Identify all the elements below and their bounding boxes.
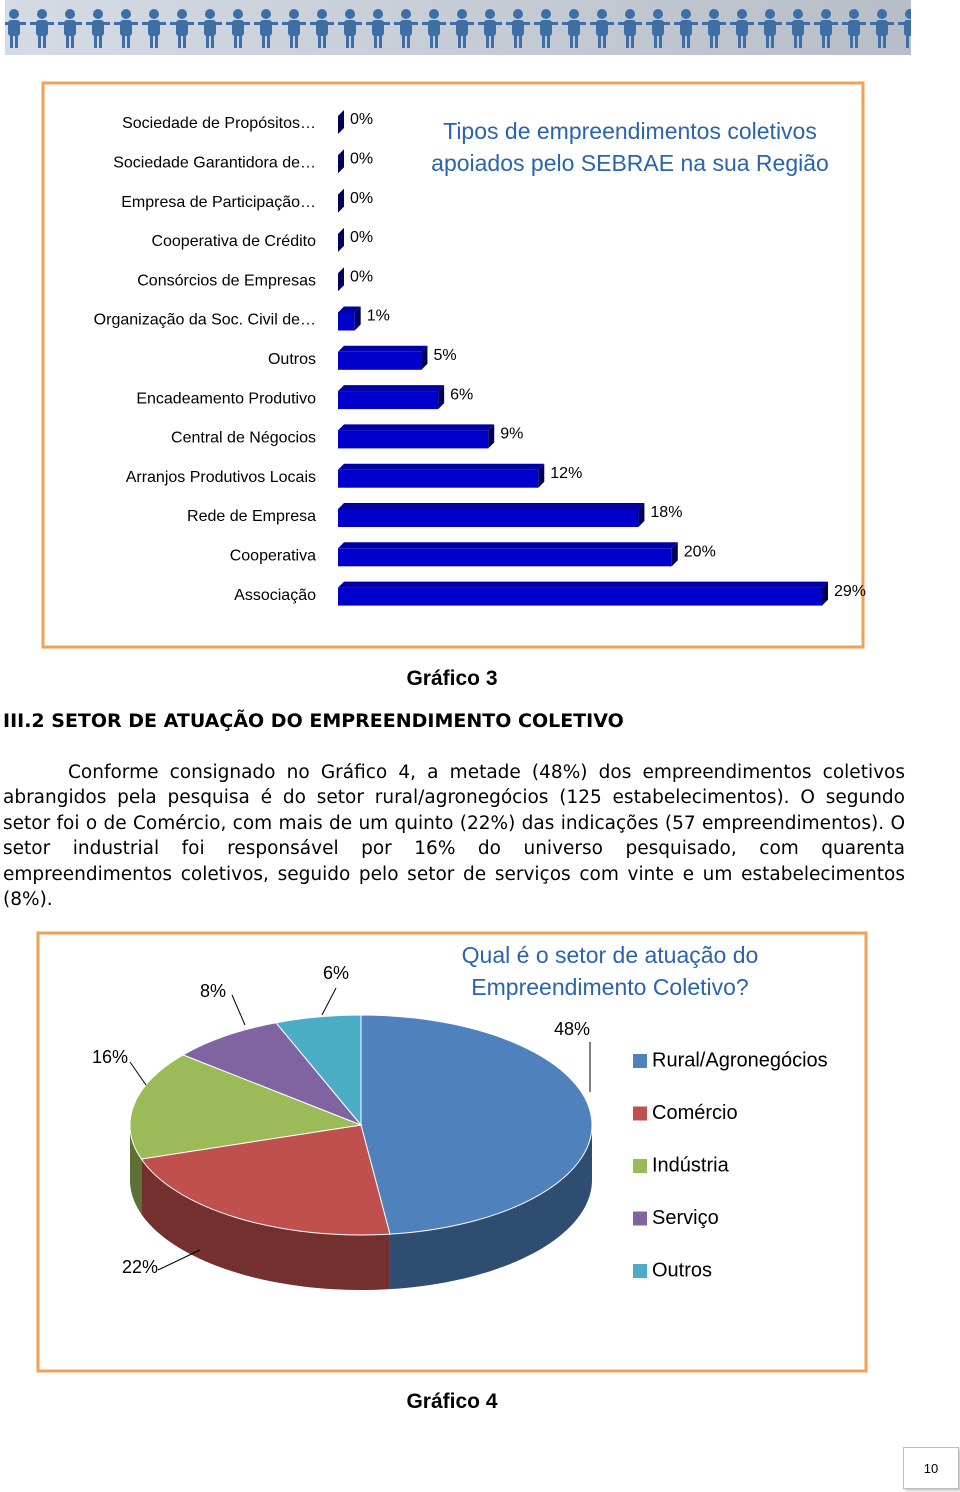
legend-swatch: [633, 1264, 647, 1278]
category-label: Empresa de Participação…: [121, 194, 316, 211]
pie-slice: [129, 1054, 363, 1160]
legend-label: Outros: [652, 1259, 712, 1281]
value-label: 48%: [554, 1019, 590, 1039]
category-label: Consórcios de Empresas: [137, 272, 316, 289]
value-label: 0%: [350, 268, 373, 285]
pie-side: [130, 1125, 142, 1214]
bar: [338, 469, 539, 488]
leader-line: [157, 1249, 201, 1271]
bar: [338, 548, 672, 567]
category-label: Organização da Soc. Civil de…: [94, 312, 316, 329]
bar-side: [671, 542, 678, 567]
bar-side: [421, 345, 428, 370]
bar-side: [488, 424, 495, 449]
figure-caption: Gráfico 3: [406, 667, 498, 690]
figure-caption: Gráfico 4: [406, 1390, 498, 1413]
legend-label: Comércio: [652, 1102, 738, 1124]
value-label: 6%: [323, 963, 349, 983]
bar-side: [338, 110, 344, 134]
category-label: Rede de Empresa: [187, 508, 316, 525]
bar-side: [338, 149, 344, 174]
category-label: Central de Négocios: [171, 430, 316, 447]
bar-side: [822, 581, 828, 606]
leader-line: [129, 1061, 147, 1086]
pie-side: [389, 1125, 592, 1290]
category-label: Sociedade de Propósitos…: [122, 115, 316, 132]
category-label: Cooperativa: [230, 548, 316, 565]
value-label: 20%: [684, 544, 716, 561]
bar-top: [338, 463, 545, 470]
bar: [338, 391, 439, 410]
bar-side: [338, 188, 344, 213]
bar-top: [338, 424, 495, 431]
value-label: 8%: [200, 981, 226, 1001]
value-label: 1%: [367, 308, 390, 325]
value-label: 9%: [500, 426, 523, 443]
bar-side: [338, 267, 344, 292]
category-label: Arranjos Produtivos Locais: [126, 469, 316, 486]
value-label: 16%: [92, 1047, 128, 1067]
bar-top: [338, 385, 445, 392]
bar: [338, 312, 355, 331]
legend-label: Serviço: [652, 1207, 719, 1229]
bar-side: [538, 463, 545, 488]
pie-slice: [360, 1014, 593, 1235]
value-label: 0%: [350, 111, 373, 128]
value-label: 6%: [450, 386, 473, 403]
legend-swatch: [633, 1211, 647, 1226]
category-label: Cooperativa de Crédito: [151, 233, 316, 250]
bar-top: [338, 345, 428, 352]
bar: [338, 430, 489, 449]
bar-top: [338, 306, 361, 313]
bar: [338, 587, 822, 606]
leader-line: [321, 987, 337, 1016]
legend-swatch: [633, 1054, 647, 1068]
bar: [338, 351, 422, 370]
bar: [338, 509, 639, 527]
value-label: 5%: [433, 347, 456, 364]
legend-swatch: [633, 1159, 647, 1173]
bar-top: [338, 542, 678, 549]
legend-swatch: [633, 1106, 647, 1121]
value-label: 12%: [550, 465, 582, 482]
banner-figures: [5, 0, 911, 55]
chart-frame: [36, 931, 868, 1373]
bar-top: [338, 581, 828, 588]
category-label: Outros: [268, 351, 316, 368]
legend-label: Indústria: [652, 1154, 730, 1176]
bar-side: [438, 385, 445, 410]
pie-slice: [275, 1014, 362, 1127]
bar-side: [638, 503, 645, 527]
value-label: 0%: [350, 151, 373, 168]
paragraph: Conforme consignado no Gráfico 4, a meta…: [3, 762, 905, 911]
value-label: 22%: [122, 1257, 158, 1277]
chart-title: Qual é o setor de atuação do Empreendime…: [461, 942, 759, 1000]
leader-line: [231, 994, 246, 1026]
section-heading: III.2 SETOR DE ATUAÇÃO DO EMPREENDIMENTO…: [3, 710, 624, 732]
chart-title: Tipos de empreendimentos coletivos apoia…: [431, 118, 829, 176]
value-label: 18%: [650, 504, 682, 521]
category-label: Associação: [234, 587, 316, 604]
page-number: 10: [903, 1447, 959, 1489]
bar-side: [338, 227, 344, 252]
category-label: Encadeamento Produtivo: [136, 390, 316, 407]
pie-slice: [181, 1022, 362, 1126]
bar-side: [354, 306, 361, 331]
pie-slice: [140, 1124, 391, 1236]
category-label: Sociedade Garantidora de…: [113, 155, 316, 172]
value-label: 29%: [834, 583, 866, 600]
bar-top: [338, 503, 645, 509]
legend-label: Rural/Agronegócios: [652, 1049, 828, 1071]
value-label: 0%: [350, 190, 373, 207]
chart-frame: [41, 81, 865, 649]
pie-side: [141, 1158, 390, 1290]
value-label: 0%: [350, 229, 373, 246]
